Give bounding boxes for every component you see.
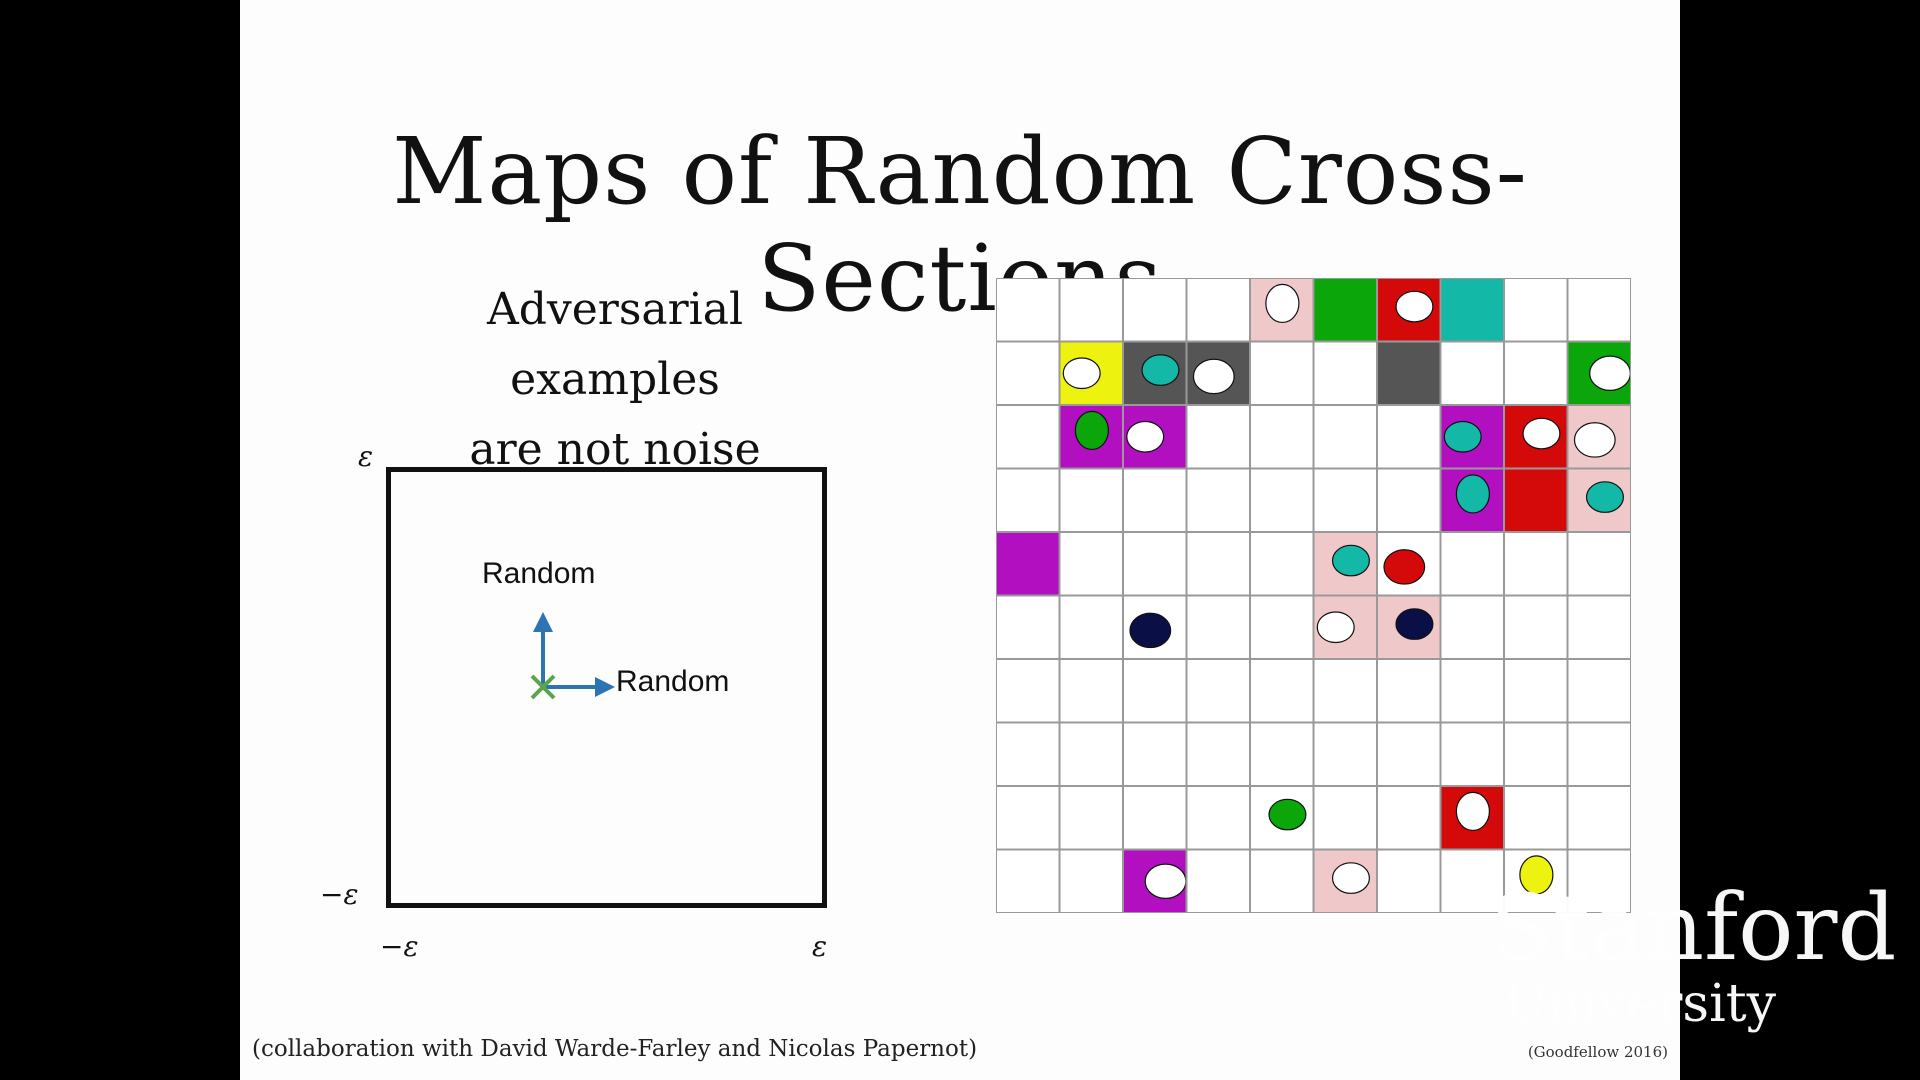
cell-region <box>1395 608 1434 640</box>
grid-cell <box>1123 849 1187 913</box>
watermark-line-1: Stanford <box>1490 874 1897 981</box>
grid-cell <box>1186 341 1250 405</box>
grid-cell <box>1123 595 1187 659</box>
cell-region <box>1141 354 1180 386</box>
grid-cell <box>1313 595 1377 659</box>
grid-cell <box>1504 849 1568 913</box>
citation: (Goodfellow 2016) <box>1527 1043 1668 1061</box>
cell-region <box>1455 791 1490 832</box>
cell-region <box>1395 290 1434 323</box>
slide: Maps of Random Cross-Sections Adversaria… <box>240 0 1680 1080</box>
grid-cell <box>1377 278 1441 342</box>
right-arrow-head <box>595 677 615 697</box>
grid-cell <box>1567 341 1631 405</box>
grid-cell <box>1377 595 1441 659</box>
neg-epsilon-x-label: −ε <box>380 930 419 963</box>
grid-cell <box>1313 278 1377 342</box>
grid-cell <box>1440 786 1504 850</box>
cell-region <box>1443 420 1482 453</box>
university-watermark: Stanford University <box>1490 874 1897 1034</box>
neg-epsilon-y-label: −ε <box>320 878 359 911</box>
up-arrow-head <box>533 612 553 632</box>
cross-section-diagram: ε −ε −ε ε Random Random <box>310 440 830 980</box>
watermark-line-2: University <box>1503 974 1776 1034</box>
slide-subtitle: Adversarial examples are not noise <box>390 275 840 485</box>
cell-region <box>1589 355 1631 391</box>
subtitle-line-1: Adversarial examples <box>486 284 744 405</box>
origin-mark-b <box>530 674 556 700</box>
cell-region <box>1144 863 1187 899</box>
grid-cell <box>1250 786 1314 850</box>
grid-cell <box>1377 532 1441 596</box>
cell-region <box>1062 357 1101 390</box>
grid-cell <box>1440 278 1504 342</box>
cell-region <box>1192 358 1235 395</box>
cell-fill <box>996 532 1060 596</box>
grid-cell <box>1313 532 1377 596</box>
grid-cell <box>996 532 1060 596</box>
cell-region <box>1268 798 1307 831</box>
grid-cell <box>1377 341 1441 405</box>
cell-region <box>1074 410 1109 451</box>
subtitle-line-2: are not noise <box>469 424 761 475</box>
grid-cell <box>1504 405 1568 469</box>
epsilon-right-label: ε <box>812 930 828 963</box>
grid-cell <box>1567 405 1631 469</box>
grid-cell <box>1059 405 1123 469</box>
grid-cell <box>1440 405 1504 469</box>
cell-fill <box>1440 278 1504 342</box>
grid-cell <box>1504 468 1568 532</box>
cross-section-grid <box>996 278 1631 913</box>
cell-region <box>1585 481 1624 513</box>
cell-region <box>1126 420 1165 453</box>
cell-region <box>1522 417 1561 450</box>
collaboration-note: (collaboration with David Warde-Farley a… <box>252 1036 978 1062</box>
cell-region <box>1519 855 1554 895</box>
cell-region <box>1383 549 1426 585</box>
cell-region <box>1573 422 1616 458</box>
cell-region <box>1455 474 1490 514</box>
cell-fill <box>1504 468 1568 532</box>
grid-cell <box>1440 468 1504 532</box>
direction-arrows <box>530 612 615 700</box>
grid-cell <box>1059 341 1123 405</box>
grid-cell <box>1250 278 1314 342</box>
grid-cell <box>1313 849 1377 913</box>
cell-region <box>1129 612 1172 649</box>
cell-region <box>1331 544 1370 577</box>
right-arrow-label: Random <box>616 665 730 698</box>
cell-region <box>1331 862 1370 894</box>
cell-fill <box>1313 278 1377 342</box>
cell-region <box>1316 611 1355 644</box>
grid-cell <box>1567 468 1631 532</box>
up-arrow-label: Random <box>482 557 596 590</box>
cell-region <box>1265 283 1300 324</box>
grid-cell <box>1123 405 1187 469</box>
cell-fill <box>1377 341 1441 405</box>
grid-cell <box>1123 341 1187 405</box>
epsilon-top-label: ε <box>358 440 374 473</box>
